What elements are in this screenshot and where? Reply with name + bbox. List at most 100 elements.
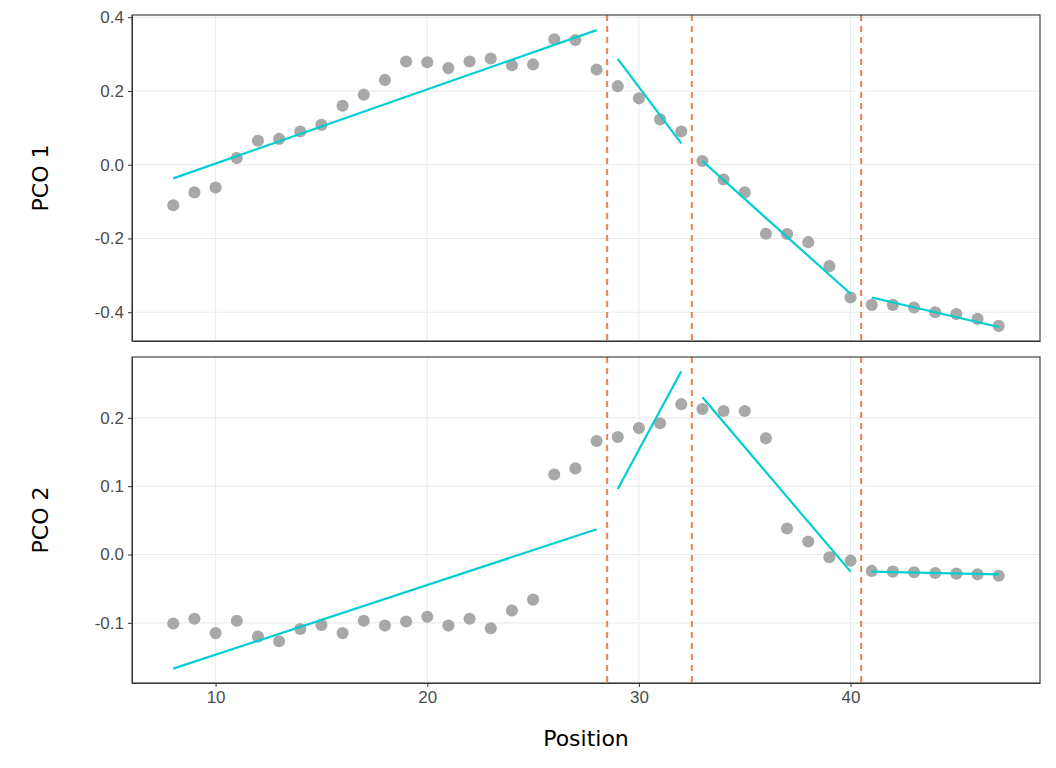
point — [675, 398, 687, 410]
tick-mark — [128, 486, 132, 487]
breakpoint-line — [691, 357, 693, 683]
point — [231, 615, 243, 627]
breakpoint-line — [860, 15, 862, 341]
plot-area — [167, 15, 1005, 341]
grid-line — [132, 17, 1040, 18]
tick: -0.2 — [95, 229, 132, 248]
point — [569, 462, 581, 474]
fit-line — [618, 371, 681, 489]
tick-mark — [128, 17, 132, 18]
tick: 0.2 — [100, 409, 132, 428]
panel: -0.4-0.20.00.20.4PCO 1 — [28, 8, 1041, 341]
tick-mark — [128, 238, 132, 239]
tick-mark — [427, 683, 428, 687]
point — [358, 89, 370, 101]
grid-line — [427, 357, 428, 683]
point — [379, 74, 391, 86]
axis-title: PCO 1 — [28, 145, 53, 212]
breakpoint-line — [691, 15, 693, 341]
x-axis — [133, 341, 1041, 343]
grid-line — [132, 554, 1040, 555]
axis-title: PCO 2 — [28, 487, 53, 554]
tick-label: 0.2 — [100, 82, 124, 101]
fit-line — [872, 297, 999, 327]
point — [802, 535, 814, 547]
grid-line — [850, 357, 851, 683]
point — [421, 56, 433, 68]
point — [400, 615, 412, 627]
y-axis: -0.4-0.20.00.20.4 — [95, 8, 133, 341]
tick-label: 0.1 — [100, 477, 124, 496]
point — [252, 135, 264, 147]
fit-line — [702, 161, 850, 294]
tick-label: -0.2 — [95, 229, 124, 248]
breakpoint-line — [860, 357, 862, 683]
grid-line — [132, 312, 1040, 313]
point — [464, 55, 476, 67]
tick: 40 — [842, 683, 861, 707]
point — [337, 100, 349, 112]
point — [760, 228, 772, 240]
tick-label: 0.0 — [100, 156, 124, 175]
tick-label: 0.0 — [100, 545, 124, 564]
tick: -0.4 — [95, 303, 132, 322]
point — [633, 422, 645, 434]
point — [188, 186, 200, 198]
point — [421, 611, 433, 623]
tick: 10 — [207, 683, 226, 707]
tick-label: -0.4 — [95, 303, 124, 322]
grid — [132, 15, 1040, 341]
tick-mark — [216, 683, 217, 687]
tick-mark — [128, 555, 132, 556]
tick-label: 30 — [630, 688, 649, 707]
point — [993, 570, 1005, 582]
point — [591, 64, 603, 76]
point — [760, 432, 772, 444]
axis-line — [132, 16, 133, 342]
axis-line — [132, 358, 133, 684]
tick: 20 — [418, 683, 437, 707]
point — [527, 594, 539, 606]
tick-mark — [128, 91, 132, 92]
point — [612, 80, 624, 92]
tick-label: 0.2 — [100, 409, 124, 428]
point — [210, 627, 222, 639]
panel-border — [132, 357, 1040, 683]
point — [464, 613, 476, 625]
fit-line — [618, 59, 681, 143]
grid-line — [132, 238, 1040, 239]
tick-label: 10 — [207, 688, 226, 707]
grid — [132, 357, 1040, 683]
grid-line — [132, 486, 1040, 487]
tick-label: 40 — [842, 688, 861, 707]
point — [188, 613, 200, 625]
point — [675, 125, 687, 137]
grid-line — [638, 15, 639, 341]
tick-mark — [128, 312, 132, 313]
fit-line — [173, 529, 596, 668]
tick-mark — [128, 623, 132, 624]
point — [358, 615, 370, 627]
grid-line — [132, 90, 1040, 91]
grid-line — [132, 417, 1040, 418]
tick: 0.2 — [100, 82, 132, 101]
point — [548, 469, 560, 481]
point — [167, 199, 179, 211]
point — [210, 182, 222, 194]
axis-title: Position — [543, 726, 629, 751]
point — [337, 627, 349, 639]
point — [845, 555, 857, 567]
point — [591, 435, 603, 447]
point — [273, 635, 285, 647]
point — [400, 55, 412, 67]
panel: -0.1 0.0 0.1 0.2 10 20 30 40 PCO 2 Position — [28, 357, 1041, 751]
point — [718, 405, 730, 417]
axis-line — [133, 341, 1041, 342]
tick-mark — [128, 165, 132, 166]
panel-border — [132, 15, 1040, 341]
chart: -0.4-0.20.00.20.4PCO 1-0.10.00.10.210203… — [0, 0, 1056, 768]
grid-line — [132, 164, 1040, 165]
tick: -0.1 — [95, 614, 132, 633]
point — [866, 299, 878, 311]
grid-line — [215, 15, 216, 341]
